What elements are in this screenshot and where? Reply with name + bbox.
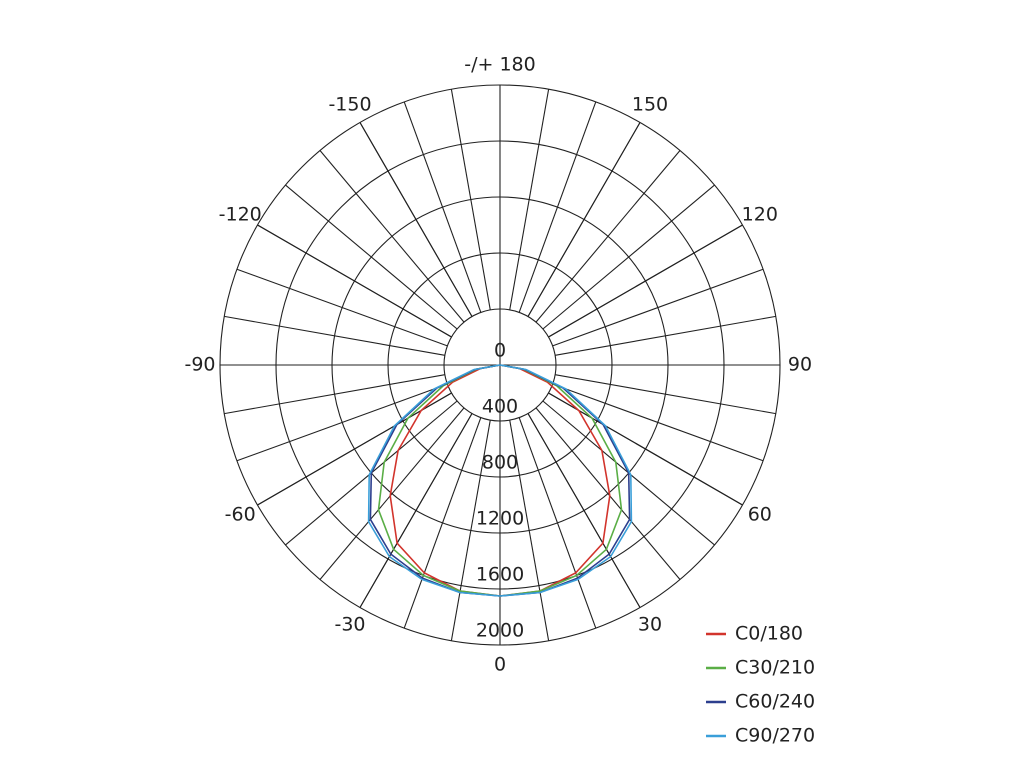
angle-tick-label: 60 (748, 504, 772, 526)
ring (219, 84, 781, 646)
legend-label: C30/210 (735, 657, 815, 679)
radial-tick-label: 800 (482, 452, 518, 474)
radial-tick-label: 0 (494, 340, 506, 362)
angle-tick-label: 120 (742, 204, 778, 226)
series-line (367, 364, 633, 597)
legend-label: C0/180 (735, 623, 803, 645)
angle-tick-label: -30 (334, 613, 365, 635)
radial-tick-label: 400 (482, 396, 518, 418)
radial-tick-label: 2000 (476, 620, 524, 642)
ring (387, 252, 613, 478)
angle-tick-label: -60 (225, 504, 256, 526)
ring (443, 308, 557, 422)
angle-tick-label: -/+ 180 (464, 54, 535, 76)
angle-tick-label: 150 (632, 94, 668, 116)
angle-tick-label: 0 (494, 654, 506, 676)
angle-tick-label: -90 (184, 354, 215, 376)
angle-tick-label: -150 (328, 94, 371, 116)
ring (331, 196, 669, 534)
legend-label: C90/270 (735, 725, 815, 747)
angle-tick-label: 90 (788, 354, 812, 376)
angle-tick-label: 30 (638, 613, 662, 635)
radial-tick-label: 1200 (476, 508, 524, 530)
ring (275, 140, 725, 590)
radial-tick-label: 1600 (476, 564, 524, 586)
angle-tick-label: -120 (219, 204, 262, 226)
legend-label: C60/240 (735, 691, 815, 713)
